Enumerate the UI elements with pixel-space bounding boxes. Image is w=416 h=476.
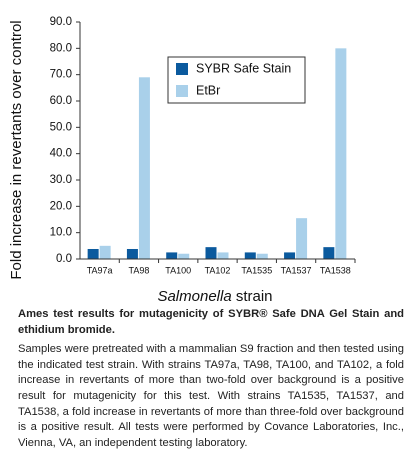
y-tick-label: 90.0 [50,16,72,28]
bar [99,245,111,259]
y-tick-label: 30.0 [50,174,72,186]
y-tick-label: 10.0 [50,227,72,239]
x-tick-label: TA1535 [241,265,272,275]
bar [256,253,268,259]
x-axis-label: Salmonella strain [157,288,272,305]
legend-box [167,56,306,104]
y-tick-label: 60.0 [50,95,72,107]
bar [178,253,190,259]
x-tick-label: TA97a [87,265,113,275]
bar [205,247,217,259]
legend-swatch [176,85,188,97]
bar [138,77,150,259]
y-tick-label: 50.0 [50,121,72,133]
y-axis-label: Fold increase in revertants over control [8,20,25,279]
caption-title: Ames test results for mutagenicity of SY… [18,308,404,336]
bar [126,248,138,259]
x-tick-label: TA98 [129,265,150,275]
x-tick-label: TA1537 [281,265,312,275]
legend-swatch [176,63,188,75]
x-axis-label-italic: Salmonella [157,288,231,305]
legend: SYBR Safe Stain EtBr [167,56,306,104]
y-tick-label: 20.0 [50,200,72,212]
legend-label: SYBR Safe Stain [196,61,291,75]
bar [296,218,308,259]
caption: Ames test results for mutagenicity of SY… [18,307,404,451]
chart: Fold increase in revertants over control… [8,16,356,305]
x-tick-label: TA102 [205,265,231,275]
legend-label: EtBr [196,83,220,97]
bar [323,247,335,259]
y-tick-label: 80.0 [50,42,72,54]
caption-text: Samples were pretreated with a mammalian… [18,343,404,449]
y-tick-label: 0.0 [56,253,72,265]
y-tick-label: 40.0 [50,148,72,160]
x-axis-label-rest: strain [236,288,273,305]
bar [166,252,178,259]
x-tick-label: TA1538 [320,265,351,275]
bar [335,48,347,260]
x-tick-label: TA100 [165,265,191,275]
bar [244,252,256,259]
bar [87,248,99,259]
y-tick-label: 70.0 [50,69,72,81]
bar [217,252,229,259]
bar [284,252,296,259]
